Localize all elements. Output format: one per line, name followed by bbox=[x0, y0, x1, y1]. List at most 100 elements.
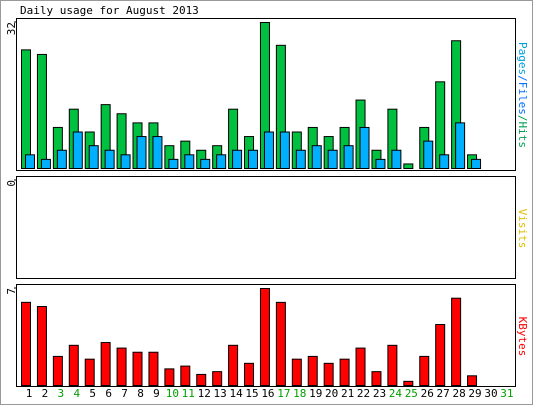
bar bbox=[212, 371, 223, 386]
bar bbox=[263, 131, 274, 169]
x-tick-label: 3 bbox=[58, 387, 65, 400]
bar bbox=[40, 158, 51, 169]
bar bbox=[279, 131, 290, 169]
x-tick-label: 26 bbox=[421, 387, 434, 400]
bar bbox=[180, 365, 191, 387]
bar bbox=[403, 163, 414, 169]
bar bbox=[307, 355, 318, 386]
bar bbox=[359, 126, 370, 169]
bar bbox=[419, 355, 430, 386]
bar bbox=[244, 362, 255, 387]
bar bbox=[25, 154, 35, 169]
y-tick-label: 32 bbox=[5, 22, 18, 35]
axis-label: Visits bbox=[516, 209, 529, 249]
bar bbox=[248, 149, 259, 169]
x-tick-label: 15 bbox=[245, 387, 258, 400]
x-tick-label: 18 bbox=[293, 387, 306, 400]
bar bbox=[164, 368, 175, 386]
x-tick-label: 5 bbox=[89, 387, 96, 400]
x-tick-label: 25 bbox=[405, 387, 418, 400]
bar bbox=[295, 149, 306, 169]
bar bbox=[311, 145, 322, 169]
bar bbox=[355, 347, 366, 387]
x-tick-label: 22 bbox=[357, 387, 370, 400]
x-tick-label: 2 bbox=[42, 387, 49, 400]
x-tick-label: 17 bbox=[277, 387, 290, 400]
bar bbox=[387, 344, 398, 387]
x-tick-label: 7 bbox=[121, 387, 128, 400]
legend-entry: KBytes bbox=[516, 317, 529, 357]
bar bbox=[451, 297, 462, 387]
x-tick-label: 10 bbox=[166, 387, 179, 400]
bar bbox=[196, 373, 207, 386]
bar bbox=[36, 306, 47, 386]
bar bbox=[371, 371, 382, 386]
bar bbox=[339, 358, 350, 386]
x-tick-label: 13 bbox=[214, 387, 227, 400]
bar bbox=[403, 380, 414, 387]
bar bbox=[259, 288, 270, 386]
x-tick-label: 21 bbox=[341, 387, 354, 400]
bar bbox=[391, 149, 402, 169]
bar bbox=[232, 149, 243, 169]
x-tick-label: 12 bbox=[198, 387, 211, 400]
legend-entry: Visits bbox=[516, 209, 529, 249]
axis-label: Pages/Files/Hits bbox=[516, 42, 529, 148]
bar bbox=[343, 145, 354, 169]
x-tick-label: 4 bbox=[73, 387, 80, 400]
bar bbox=[327, 149, 338, 169]
x-tick-label: 23 bbox=[373, 387, 386, 400]
bar bbox=[200, 158, 211, 169]
chart-title: Daily usage for August 2013 bbox=[20, 4, 199, 17]
bar bbox=[132, 351, 143, 386]
bar bbox=[104, 149, 115, 169]
x-tick-label: 30 bbox=[484, 387, 497, 400]
x-tick-label: 6 bbox=[105, 387, 112, 400]
bar bbox=[323, 362, 334, 387]
legend-entry: Pages bbox=[516, 42, 529, 75]
bar bbox=[148, 351, 159, 386]
x-tick-label: 19 bbox=[309, 387, 322, 400]
panel bbox=[16, 176, 516, 279]
bar bbox=[168, 158, 179, 169]
bar bbox=[52, 355, 63, 386]
bar bbox=[100, 342, 111, 386]
bar bbox=[435, 324, 446, 386]
x-tick-label: 9 bbox=[153, 387, 160, 400]
x-tick-label: 31 bbox=[500, 387, 513, 400]
x-tick-label: 8 bbox=[137, 387, 144, 400]
x-tick-label: 28 bbox=[452, 387, 465, 400]
bar bbox=[375, 158, 386, 169]
axis-label: KBytes bbox=[516, 317, 529, 357]
bar bbox=[216, 154, 227, 169]
y-tick-label: 7 bbox=[5, 288, 18, 295]
bar bbox=[467, 375, 478, 386]
bar bbox=[120, 154, 131, 169]
bar bbox=[291, 358, 302, 386]
bar bbox=[471, 158, 482, 169]
bar bbox=[116, 347, 127, 387]
x-tick-label: 16 bbox=[261, 387, 274, 400]
x-tick-label: 29 bbox=[468, 387, 481, 400]
x-tick-label: 14 bbox=[229, 387, 243, 400]
bar bbox=[36, 53, 47, 169]
x-tick-label: 24 bbox=[389, 387, 403, 400]
bar bbox=[21, 301, 31, 387]
bar bbox=[455, 122, 466, 169]
bar bbox=[228, 344, 239, 387]
bar bbox=[56, 149, 67, 169]
bar bbox=[68, 344, 79, 387]
legend-entry: /Files bbox=[516, 75, 529, 115]
x-tick-label: 11 bbox=[182, 387, 195, 400]
x-tick-label: 27 bbox=[437, 387, 450, 400]
bar bbox=[88, 145, 99, 169]
x-tick-label: 1 bbox=[26, 387, 33, 400]
bar bbox=[152, 136, 163, 169]
bar bbox=[72, 131, 83, 169]
bar bbox=[423, 140, 434, 169]
bar bbox=[136, 136, 147, 169]
bar bbox=[84, 358, 95, 386]
bar bbox=[439, 154, 450, 169]
